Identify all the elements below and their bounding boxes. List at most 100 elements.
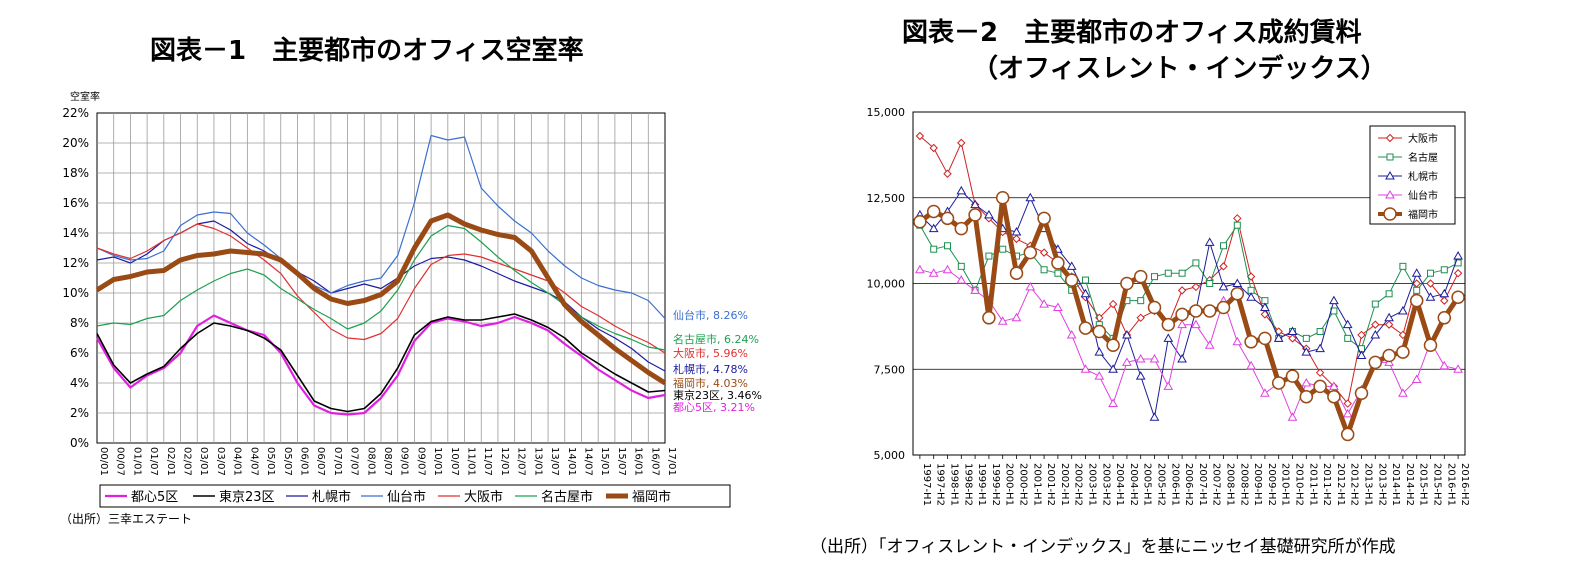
x-tick-label: 07/01: [332, 447, 343, 476]
data-point-大阪市: [1453, 269, 1463, 278]
data-point-札幌市: [1301, 347, 1312, 356]
data-point-福岡市: [1037, 211, 1051, 226]
data-point-福岡市: [968, 208, 982, 222]
data-point-名古屋: [1385, 290, 1393, 298]
x-tick-label: 2001-H1: [1031, 463, 1042, 506]
x-tick-label: 06/07: [315, 447, 326, 476]
data-point-大阪市: [1177, 286, 1187, 295]
data-point-仙台市: [1191, 319, 1201, 329]
data-point-名古屋: [1427, 269, 1434, 277]
data-point-福岡市: [1244, 335, 1258, 349]
data-point-札幌市: [1080, 288, 1091, 298]
data-point-福岡市: [1078, 321, 1093, 335]
x-tick-label: 2002-H2: [1073, 463, 1084, 506]
data-point-札幌市: [1011, 227, 1022, 236]
data-point-仙台市: [915, 264, 925, 274]
data-point-仙台市: [1094, 371, 1105, 380]
x-tick-label: 2010-H1: [1280, 463, 1291, 506]
data-point-福岡市: [1383, 207, 1397, 221]
data-point-福岡市: [1009, 266, 1024, 280]
x-tick-label: 07/07: [349, 447, 360, 476]
x-tick-label: 2005-H1: [1142, 463, 1153, 506]
data-point-札幌市: [1453, 251, 1463, 260]
x-tick-label: 2008-H1: [1225, 463, 1236, 506]
data-point-福岡市: [1409, 293, 1424, 308]
data-point-福岡市: [1313, 379, 1327, 394]
x-tick-label: 03/07: [215, 447, 226, 476]
y-tick-label: 4%: [70, 376, 89, 390]
legend-label-都心5区: 都心5区: [131, 490, 178, 505]
data-point-大阪市: [957, 138, 966, 148]
y-tick-label: 6%: [70, 346, 89, 360]
data-point-大阪市: [1288, 334, 1297, 343]
data-point-大阪市: [1385, 133, 1395, 143]
data-point-札幌市: [1329, 295, 1339, 305]
data-point-福岡市: [1064, 273, 1079, 287]
data-point-仙台市: [1398, 388, 1408, 397]
data-point-仙台市: [1066, 329, 1077, 339]
data-point-名古屋: [1164, 269, 1172, 277]
x-tick-label: 2002-H1: [1059, 463, 1070, 506]
data-point-福岡市: [1368, 355, 1383, 370]
data-point-大阪市: [1384, 320, 1394, 329]
x-tick-label: 2009-H1: [1252, 463, 1263, 506]
x-tick-label: 2014-H2: [1404, 463, 1415, 506]
rent-chart: 5,000 7,500 10,000 12,500 15,000 1997-H1 1997-…: [867, 106, 1471, 506]
data-point-福岡市: [1133, 269, 1148, 284]
x-tick-label: 06/01: [298, 447, 309, 476]
data-point-福岡市: [1340, 427, 1355, 442]
data-point-福岡市: [1437, 311, 1452, 325]
data-point-仙台市: [1287, 412, 1298, 421]
end-label-札幌市: 札幌市, 4.78%: [673, 362, 748, 376]
x-tick-label: 09/07: [415, 447, 426, 476]
rent-chart-subtitle: （オフィスレント・インデックス）: [972, 54, 1387, 84]
x-tick-label: 00/07: [115, 447, 126, 476]
x-tick-label: 2015-H1: [1418, 463, 1429, 506]
data-point-札幌市: [928, 223, 939, 233]
x-tick-label: 2006-H1: [1169, 463, 1180, 506]
data-point-大阪市: [1191, 282, 1201, 292]
data-point-仙台市: [1329, 381, 1339, 390]
data-point-福岡市: [1175, 307, 1189, 322]
vacancy-chart: 空室率 0% 2% 4% 6% 8% 10% 12% 14% 16% 18% 20% 22% 00/01 0…: [62, 90, 762, 508]
data-point-札幌市: [1260, 302, 1270, 312]
data-point-仙台市: [928, 268, 939, 277]
data-point-札幌市: [1163, 333, 1174, 342]
data-point-札幌市: [1066, 261, 1077, 270]
data-point-名古屋: [944, 242, 951, 250]
legend-label-福岡市: 福岡市: [1408, 208, 1438, 221]
data-point-仙台市: [1453, 364, 1463, 373]
data-point-札幌市: [1108, 364, 1118, 373]
y-tick-label: 12,500: [867, 192, 906, 205]
data-point-札幌市: [1135, 371, 1146, 380]
data-point-大阪市: [1426, 279, 1435, 288]
data-point-仙台市: [1135, 353, 1146, 363]
x-tick-label: 10/07: [449, 447, 460, 476]
data-point-仙台市: [956, 275, 967, 284]
data-point-仙台市: [1122, 357, 1132, 366]
x-tick-label: 2015-H2: [1432, 463, 1443, 506]
x-tick-label: 02/07: [182, 447, 193, 476]
series-line-東京23区: [96, 313, 666, 413]
x-tick-label: 04/07: [248, 447, 259, 476]
data-point-福岡市: [1299, 389, 1314, 404]
data-point-名古屋: [1137, 297, 1145, 305]
data-point-仙台市: [1080, 364, 1091, 373]
data-point-名古屋: [1316, 328, 1324, 336]
data-point-札幌市: [1342, 319, 1353, 329]
y-tick-label: 15,000: [867, 106, 906, 119]
legend-label-札幌市: 札幌市: [1408, 170, 1438, 183]
data-point-福岡市: [1092, 324, 1107, 339]
data-point-福岡市: [1423, 338, 1438, 352]
data-point-札幌市: [1315, 343, 1325, 353]
data-point-大阪市: [1357, 330, 1366, 340]
x-tick-label: 12/01: [499, 447, 510, 476]
x-tick-label: 1999-H2: [990, 463, 1001, 506]
data-point-福岡市: [1258, 331, 1272, 346]
data-point-仙台市: [1108, 398, 1118, 408]
data-point-名古屋: [1178, 269, 1186, 277]
data-point-仙台市: [1232, 336, 1243, 346]
data-point-札幌市: [970, 199, 980, 209]
data-point-福岡市: [1354, 386, 1369, 401]
data-point-仙台市: [1439, 360, 1450, 370]
